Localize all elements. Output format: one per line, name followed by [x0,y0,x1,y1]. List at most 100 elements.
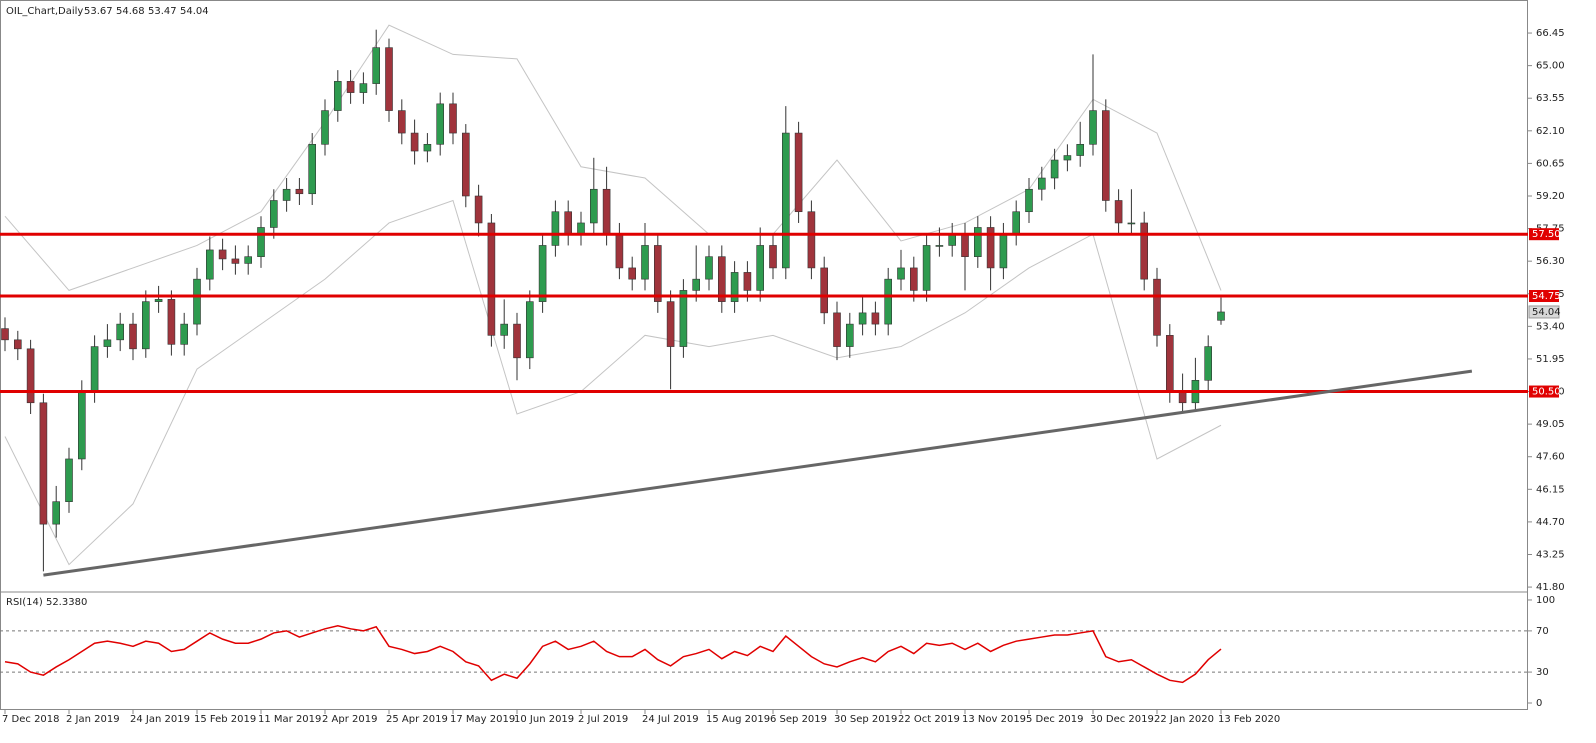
candle-body [807,211,816,269]
candle-body [346,81,355,93]
candle-body [820,267,829,314]
rsi-title: RSI(14) 52.3380 [6,597,87,608]
x-tick-label: 22 Jan 2020 [1154,714,1214,725]
candle-body [385,47,393,111]
candle-body [65,458,73,502]
candle-body [1063,155,1072,161]
candle-body [1178,391,1187,404]
candle-body [794,132,803,213]
candle-body [461,132,470,197]
candle-body [500,323,509,336]
candle-body [436,103,445,145]
rsi-tick-label: 70 [1536,626,1549,637]
candle-body [14,339,22,350]
candle-body [653,245,662,302]
candle-body [218,249,227,260]
candle-body [948,233,957,246]
rsi-tick-label: 100 [1536,595,1555,606]
candle-body [167,299,176,345]
candle-body [1038,177,1046,190]
candle-body [282,188,291,201]
candle-body [730,272,739,302]
header-low: 53.47 [148,6,177,17]
candle-body [743,272,752,291]
candle-body [116,323,124,341]
chart-title: OIL_Chart,Daily [6,6,83,17]
candle-body [308,143,317,195]
y-tick-label: 66.45 [1536,28,1565,39]
candle-body [935,245,944,247]
y-tick-label: 53.40 [1536,321,1565,332]
rsi-line [4,624,1222,684]
rsi-tick-label: 30 [1536,667,1549,678]
x-tick-label: 15 Feb 2019 [194,714,256,725]
candle-body [142,301,150,350]
candle-body [577,222,585,235]
candle-body [39,402,48,525]
header-open: 53.67 [84,6,113,17]
candle-body [705,256,713,280]
candle-body [295,188,304,195]
candle-body [717,256,726,302]
y-tick-label: 59.20 [1536,191,1565,202]
candle-body [538,245,547,302]
candle-body [973,227,982,257]
plot-frame [0,0,1528,710]
candle-body [884,278,893,325]
candle-body [1140,222,1148,280]
candle-body [589,188,598,224]
candle-body [833,312,841,347]
x-tick-label: 24 Jan 2019 [130,714,190,725]
x-tick-label: 30 Sep 2019 [834,714,897,725]
candle-body [1102,110,1110,201]
y-tick-label: 63.55 [1536,93,1565,104]
candle-body [525,301,534,359]
x-tick-label: 17 May 2019 [450,714,515,725]
candle-body [1025,188,1033,213]
candle-body [641,245,649,280]
y-tick-label: 47.60 [1536,452,1565,463]
x-tick-label: 11 Mar 2019 [258,714,321,725]
level-label: 50.50 [1532,387,1561,398]
candle-body [628,267,637,280]
candle-body [244,256,252,264]
candle-body [1204,346,1212,381]
price-tag-label: 54.04 [1532,307,1561,318]
candle-body [449,103,457,134]
level-tag [1529,290,1559,303]
candle-body [359,83,368,93]
candle-body [129,323,137,350]
candle-body [321,110,329,145]
candle-body [858,312,867,325]
x-tick-label: 2 Jan 2019 [66,714,120,725]
candle-body [1,328,9,341]
header-high: 54.68 [116,6,145,17]
candle-body [231,258,240,264]
level-tag [1529,385,1559,398]
candle-body [487,222,496,336]
y-tick-label: 46.15 [1536,484,1565,495]
candle-body [154,299,163,302]
level-tag [1529,228,1559,241]
y-tick-label: 49.05 [1536,419,1565,430]
trend-line [43,369,1473,577]
candle-body [206,249,214,280]
candle-body [257,227,265,257]
y-tick-label: 56.30 [1536,256,1565,267]
candle-body [781,132,790,269]
y-tick-label: 65.00 [1536,61,1565,72]
candle-body [845,323,854,347]
x-tick-label: 24 Jul 2019 [642,714,699,725]
candle-body [1217,311,1225,321]
candle-body [986,227,995,269]
rsi-tick-label: 0 [1536,698,1542,709]
candle-body [922,245,931,291]
x-tick-label: 25 Apr 2019 [386,714,448,725]
y-tick-label: 51.95 [1536,354,1565,365]
candle-body [423,143,432,152]
x-tick-label: 10 Jun 2019 [514,714,574,725]
x-tick-label: 22 Oct 2019 [898,714,960,725]
candle-body [615,233,624,269]
candle-body [871,312,880,325]
candle-body [1076,143,1084,156]
